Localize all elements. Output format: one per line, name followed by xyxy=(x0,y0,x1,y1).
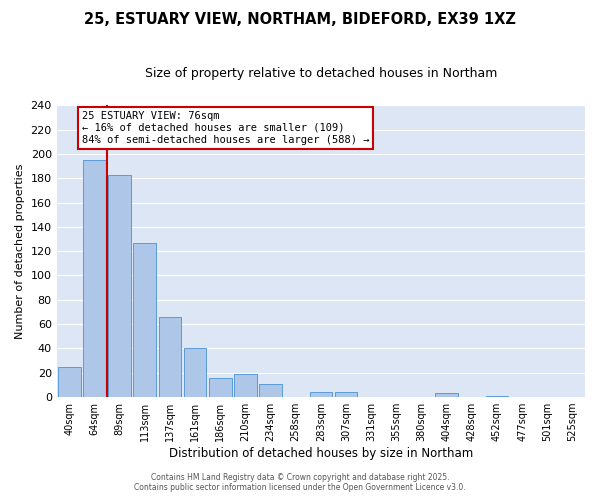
Bar xyxy=(335,392,358,397)
Bar xyxy=(83,160,106,397)
Text: Contains HM Land Registry data © Crown copyright and database right 2025.
Contai: Contains HM Land Registry data © Crown c… xyxy=(134,473,466,492)
Bar xyxy=(310,392,332,397)
Bar xyxy=(259,384,282,397)
Bar xyxy=(485,396,508,397)
Bar xyxy=(158,317,181,397)
Bar xyxy=(184,348,206,397)
Text: 25 ESTUARY VIEW: 76sqm
← 16% of detached houses are smaller (109)
84% of semi-de: 25 ESTUARY VIEW: 76sqm ← 16% of detached… xyxy=(82,112,370,144)
Bar xyxy=(234,374,257,397)
Bar xyxy=(58,366,80,397)
Bar xyxy=(133,242,156,397)
Bar xyxy=(108,174,131,397)
Title: Size of property relative to detached houses in Northam: Size of property relative to detached ho… xyxy=(145,68,497,80)
Bar xyxy=(436,394,458,397)
Y-axis label: Number of detached properties: Number of detached properties xyxy=(15,164,25,339)
Bar xyxy=(209,378,232,397)
X-axis label: Distribution of detached houses by size in Northam: Distribution of detached houses by size … xyxy=(169,447,473,460)
Text: 25, ESTUARY VIEW, NORTHAM, BIDEFORD, EX39 1XZ: 25, ESTUARY VIEW, NORTHAM, BIDEFORD, EX3… xyxy=(84,12,516,28)
